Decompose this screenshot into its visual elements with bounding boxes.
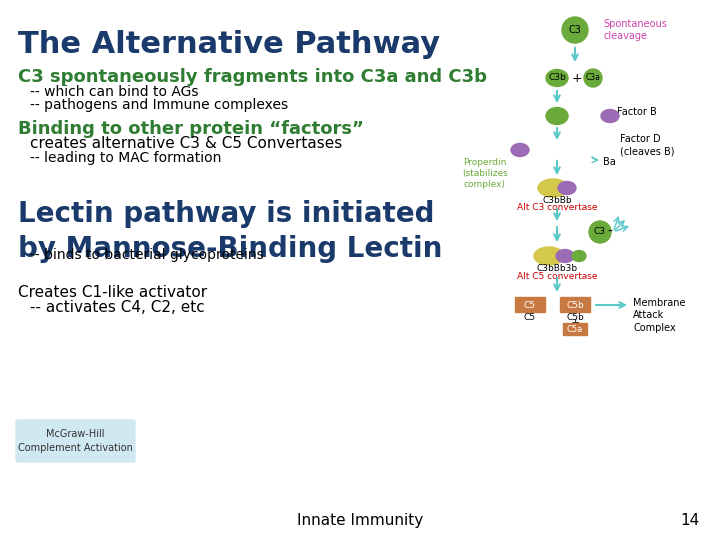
Text: Binding to other protein “factors”: Binding to other protein “factors” <box>18 120 364 138</box>
Text: -: - <box>608 225 613 239</box>
Text: Alt C5 convertase: Alt C5 convertase <box>517 272 598 281</box>
Bar <box>515 297 545 312</box>
Text: Membrane
Attack
Complex: Membrane Attack Complex <box>633 298 685 333</box>
Text: -- which can bind to AGs: -- which can bind to AGs <box>30 85 199 99</box>
Text: C5: C5 <box>524 313 536 322</box>
Text: C5b: C5b <box>566 300 584 309</box>
Ellipse shape <box>556 249 574 262</box>
Ellipse shape <box>558 181 576 194</box>
Text: +: + <box>572 71 582 84</box>
Text: Innate Immunity: Innate Immunity <box>297 513 423 528</box>
Text: C3a: C3a <box>585 73 600 83</box>
Text: Factor D
(cleaves B): Factor D (cleaves B) <box>620 134 675 156</box>
Text: C3bBb3b: C3bBb3b <box>536 264 577 273</box>
Text: Factor B: Factor B <box>617 107 657 117</box>
Text: C3bBb: C3bBb <box>542 196 572 205</box>
Ellipse shape <box>538 179 568 197</box>
Circle shape <box>562 17 588 43</box>
Text: -- activates C4, C2, etc: -- activates C4, C2, etc <box>30 300 204 315</box>
Text: +: + <box>570 318 580 328</box>
Text: C5b: C5b <box>566 313 584 322</box>
Ellipse shape <box>601 110 619 123</box>
Text: creates alternative C3 & C5 Convertases: creates alternative C3 & C5 Convertases <box>30 136 342 151</box>
Ellipse shape <box>572 251 586 261</box>
Circle shape <box>584 69 602 87</box>
Text: McGraw-Hill
Complement Activation: McGraw-Hill Complement Activation <box>17 429 132 453</box>
Text: -- binds to bacterial glycoproteins: -- binds to bacterial glycoproteins <box>30 248 264 262</box>
Ellipse shape <box>546 70 568 86</box>
Circle shape <box>589 221 611 243</box>
Bar <box>560 297 590 312</box>
Text: The Alternative Pathway: The Alternative Pathway <box>18 30 440 59</box>
Text: C3: C3 <box>569 25 582 35</box>
Text: -- pathogens and Immune complexes: -- pathogens and Immune complexes <box>30 98 288 112</box>
Ellipse shape <box>546 107 568 125</box>
Text: C3b: C3b <box>548 73 566 83</box>
Text: Spontaneous
cleavage: Spontaneous cleavage <box>603 19 667 41</box>
Ellipse shape <box>534 247 564 265</box>
FancyBboxPatch shape <box>16 420 135 462</box>
Ellipse shape <box>511 144 529 157</box>
Bar <box>563 323 587 335</box>
Text: C5a: C5a <box>567 325 583 334</box>
Text: Ba: Ba <box>603 157 616 167</box>
Text: C3 spontaneously fragments into C3a and C3b: C3 spontaneously fragments into C3a and … <box>18 68 487 86</box>
Text: Creates C1-like activator: Creates C1-like activator <box>18 285 207 300</box>
Text: C5: C5 <box>524 300 536 309</box>
Text: Properdin
(stabilizes
complex): Properdin (stabilizes complex) <box>462 158 508 189</box>
Text: -- leading to MAC formation: -- leading to MAC formation <box>30 151 221 165</box>
Text: 14: 14 <box>680 513 700 528</box>
Text: Alt C3 convertase: Alt C3 convertase <box>517 203 598 212</box>
Text: Lectin pathway is initiated
by Mannose-Binding Lectin: Lectin pathway is initiated by Mannose-B… <box>18 200 442 262</box>
Text: C3: C3 <box>594 227 606 237</box>
